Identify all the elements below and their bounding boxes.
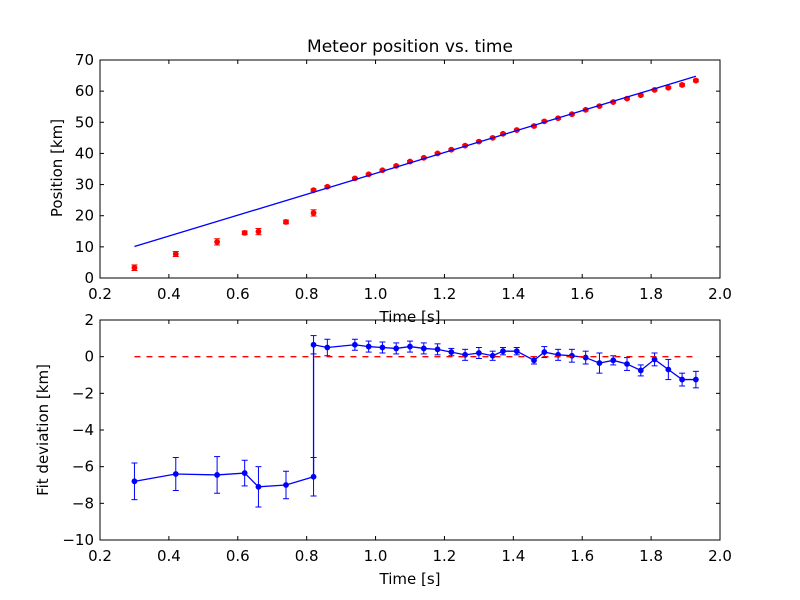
bottom-x-axis-label: Time [s] [379, 570, 441, 588]
bottom-y-axis-label: Fit deviation [km] [34, 364, 52, 496]
bottom-data-point [637, 367, 644, 374]
top-data-point [679, 82, 686, 88]
top-x-tick-label: 1.4 [501, 285, 525, 303]
top-data-point [665, 84, 672, 91]
bottom-data-point [420, 345, 427, 352]
bottom-x-tick-label: 0.6 [226, 547, 250, 565]
bottom-data-point [434, 346, 441, 353]
top-x-tick-label: 1.0 [364, 285, 388, 303]
top-x-tick-label: 0.6 [226, 285, 250, 303]
bottom-x-tick-label: 1.8 [639, 547, 663, 565]
top-data-point [241, 229, 248, 236]
bottom-y-tick-label: −4 [72, 421, 94, 439]
bottom-data-point [448, 349, 455, 355]
bottom-data-point [214, 472, 221, 478]
top-data-point [692, 77, 699, 84]
bottom-data-point [665, 366, 672, 373]
bottom-data-point [531, 357, 537, 364]
top-y-tick-label: 70 [75, 51, 94, 69]
top-y-tick-label: 50 [75, 113, 94, 131]
bottom-data-point [172, 471, 179, 477]
top-data-point [131, 264, 138, 271]
bottom-data-point [513, 348, 520, 355]
top-x-tick-label: 0.8 [295, 285, 319, 303]
top-data-point [214, 238, 221, 245]
bottom-x-tick-label: 1.0 [364, 547, 388, 565]
bottom-axes-frame [99, 319, 721, 541]
top-y-tick-label: 10 [75, 238, 94, 256]
bottom-x-tick-label: 0.4 [157, 547, 181, 565]
top-y-tick-label: 60 [75, 82, 94, 100]
bottom-x-tick-label: 0.2 [88, 547, 112, 565]
bottom-y-tick-label: 2 [84, 311, 94, 329]
bottom-data-point [500, 348, 506, 355]
bottom-x-tick-label: 2.0 [708, 547, 732, 565]
bottom-x-tick-label: 1.2 [433, 547, 457, 565]
top-x-tick-label: 1.2 [433, 285, 457, 303]
bottom-y-tick-label: 0 [84, 348, 94, 366]
top-data-point [283, 219, 289, 225]
bottom-data-point [351, 341, 358, 348]
top-fit-line [134, 75, 697, 248]
bottom-y-tick-label: −8 [72, 494, 94, 512]
top-y-tick-label: 20 [75, 207, 94, 225]
bottom-data-point [407, 343, 413, 350]
top-x-axis-label: Time [s] [379, 308, 441, 326]
top-data-point [310, 210, 317, 216]
top-x-tick-label: 1.6 [570, 285, 594, 303]
bottom-data-point [324, 344, 331, 351]
bottom-x-tick-label: 1.6 [570, 547, 594, 565]
top-x-tick-label: 0.4 [157, 285, 181, 303]
bottom-data-point [365, 343, 372, 350]
bottom-data-point [393, 345, 400, 352]
bottom-data-point [610, 357, 617, 364]
bottom-data-point [596, 360, 603, 366]
top-plot: 0.2 0.4 0.6 0.8 1.0 1.2 1.4 1.6 1.8 2.0 0 10 20 30 40 5… [75, 51, 732, 303]
bottom-deviation-line [134, 343, 696, 488]
bottom-y-tick-label: −6 [72, 458, 94, 476]
bottom-data-point [475, 350, 482, 356]
bottom-data-point [651, 356, 658, 363]
bottom-data-point [310, 341, 317, 348]
top-y-tick-label: 40 [75, 144, 94, 162]
top-x-tick-label: 2.0 [708, 285, 732, 303]
top-y-tick-label: 30 [75, 176, 94, 194]
bottom-data-point [310, 473, 317, 480]
bottom-data-point [489, 352, 496, 359]
bottom-x-tick-label: 0.8 [295, 547, 319, 565]
bottom-data-point [582, 354, 589, 361]
bottom-data-point [624, 361, 630, 367]
bottom-data-point [379, 344, 386, 351]
bottom-data-point [283, 482, 289, 488]
bottom-y-tick-label: −10 [62, 531, 94, 549]
bottom-plot: 0.2 0.4 0.6 0.8 1.0 1.2 1.4 1.6 1.8 2.0 −10 −8 −6 −4 −… [62, 311, 732, 565]
bottom-data-point [679, 376, 686, 383]
bottom-y-tick-label: −2 [72, 384, 94, 402]
bottom-data-point [241, 470, 248, 476]
bottom-data-point [692, 376, 699, 383]
top-x-tick-label: 0.2 [88, 285, 112, 303]
top-data-point [255, 228, 262, 235]
top-y-tick-label: 0 [84, 269, 94, 287]
top-data-point [172, 251, 179, 257]
bottom-x-tick-label: 1.4 [501, 547, 525, 565]
bottom-data-point [541, 349, 548, 355]
chart-title: Meteor position vs. time [307, 37, 513, 57]
bottom-data-point [131, 478, 138, 485]
bottom-data-point [568, 352, 575, 359]
bottom-data-point [255, 483, 262, 490]
top-x-tick-label: 1.8 [639, 285, 663, 303]
top-axes-frame [99, 59, 721, 279]
top-y-axis-label: Position [km] [48, 119, 66, 217]
